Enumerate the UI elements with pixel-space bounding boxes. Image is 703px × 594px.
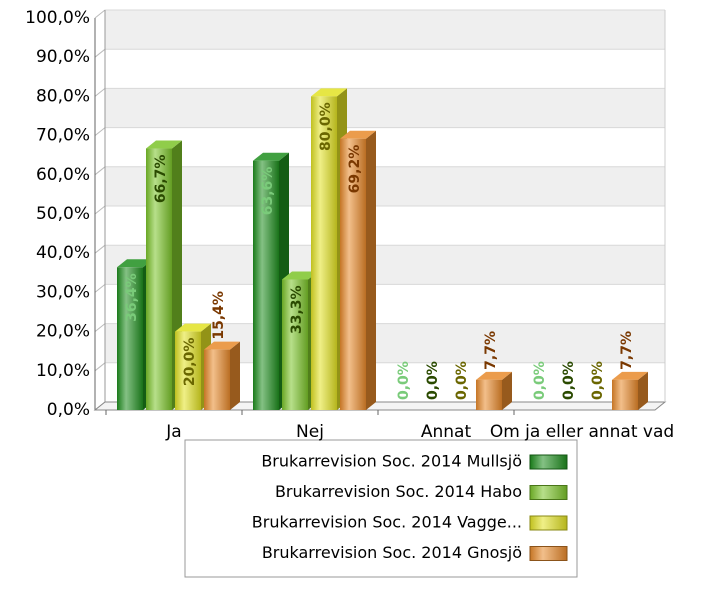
grid-line-side xyxy=(94,205,106,215)
y-tick-label: 90,0% xyxy=(36,47,90,67)
y-tick-label: 60,0% xyxy=(36,165,90,185)
grid-line-side xyxy=(94,88,106,97)
value-label: 0,0% xyxy=(532,361,548,400)
value-label: 7,7% xyxy=(619,331,635,370)
legend-swatch xyxy=(529,454,568,470)
bar xyxy=(612,371,648,410)
y-tick-label: 10,0% xyxy=(36,361,90,381)
y-tick-label: 70,0% xyxy=(36,126,90,146)
grid-line-side xyxy=(94,323,106,332)
grid-line-side xyxy=(94,9,106,19)
bar-top xyxy=(476,371,512,380)
value-label: 7,7% xyxy=(483,331,499,370)
value-label: 33,3% xyxy=(289,285,305,334)
bar-top xyxy=(311,88,347,97)
grid-line-side xyxy=(94,362,106,372)
bar-top xyxy=(117,259,153,268)
y-tick-label: 50,0% xyxy=(36,204,90,224)
bar-top xyxy=(340,130,376,139)
x-tick-label: Annat xyxy=(421,422,472,442)
y-tick-label: 0,0% xyxy=(47,400,90,420)
bar-top xyxy=(253,152,289,161)
legend-swatch xyxy=(529,485,568,500)
bar xyxy=(340,130,376,410)
bar-side xyxy=(366,130,376,410)
y-tick-label: 80,0% xyxy=(36,86,90,106)
bar-top xyxy=(175,323,211,332)
wall-stripe xyxy=(105,166,665,206)
bar-front xyxy=(282,279,308,410)
legend-box xyxy=(184,439,578,578)
value-label: 0,0% xyxy=(396,361,412,400)
grid-line-side xyxy=(94,244,106,254)
y-tick-label: 100,0% xyxy=(25,8,90,28)
bar-front xyxy=(204,349,230,410)
x-tick-label: Ja xyxy=(165,422,181,442)
bar-top xyxy=(282,271,318,280)
y-tick-label: 20,0% xyxy=(36,322,90,342)
wall-stripe xyxy=(105,245,665,285)
value-label: 0,0% xyxy=(561,361,577,400)
value-label: 69,2% xyxy=(347,145,363,194)
grid-line-side xyxy=(94,284,106,293)
bar-front xyxy=(311,96,337,411)
bar-front xyxy=(117,267,143,410)
bar-front xyxy=(175,331,201,410)
y-tick-label: 40,0% xyxy=(36,243,90,263)
legend-label: Brukarrevision Soc. 2014 Mullsjö xyxy=(261,452,522,471)
value-label: 63,6% xyxy=(260,167,276,216)
wall-stripe xyxy=(105,88,665,128)
wall-stripe xyxy=(105,10,665,50)
bar-front xyxy=(476,379,502,410)
value-label: 0,0% xyxy=(454,361,470,400)
value-label: 66,7% xyxy=(153,155,169,204)
value-label: 0,0% xyxy=(425,361,441,400)
legend-swatch xyxy=(529,546,568,561)
legend-label: Brukarrevision Soc. 2014 Habo xyxy=(275,482,522,501)
value-label: 20,0% xyxy=(182,338,198,387)
grid-line-side xyxy=(94,48,106,58)
legend-label: Brukarrevision Soc. 2014 Vagge... xyxy=(252,513,522,532)
y-tick-label: 30,0% xyxy=(36,282,90,302)
bar-front xyxy=(253,160,279,410)
bar xyxy=(476,371,512,410)
x-tick-label: Nej xyxy=(296,422,324,442)
bar-side xyxy=(230,341,240,410)
bar-side xyxy=(502,371,512,410)
bar-front xyxy=(146,148,172,410)
legend-label: Brukarrevision Soc. 2014 Gnosjö xyxy=(262,543,522,562)
value-label: 0,0% xyxy=(590,361,606,400)
bar-top xyxy=(146,140,182,149)
bar-side xyxy=(638,371,648,410)
grid-line-side xyxy=(94,166,106,176)
legend-swatch xyxy=(529,515,568,531)
value-label: 15,4% xyxy=(211,291,227,340)
grid-line-side xyxy=(94,127,106,136)
value-label: 36,4% xyxy=(124,273,140,322)
value-label: 80,0% xyxy=(318,102,334,151)
bar-front xyxy=(612,379,638,410)
bar-front xyxy=(340,138,366,410)
bar xyxy=(204,341,240,410)
bar-top xyxy=(204,341,240,350)
bar-top xyxy=(612,371,648,380)
x-tick-label: Om ja eller annat vad xyxy=(490,422,674,442)
bar xyxy=(146,140,182,410)
